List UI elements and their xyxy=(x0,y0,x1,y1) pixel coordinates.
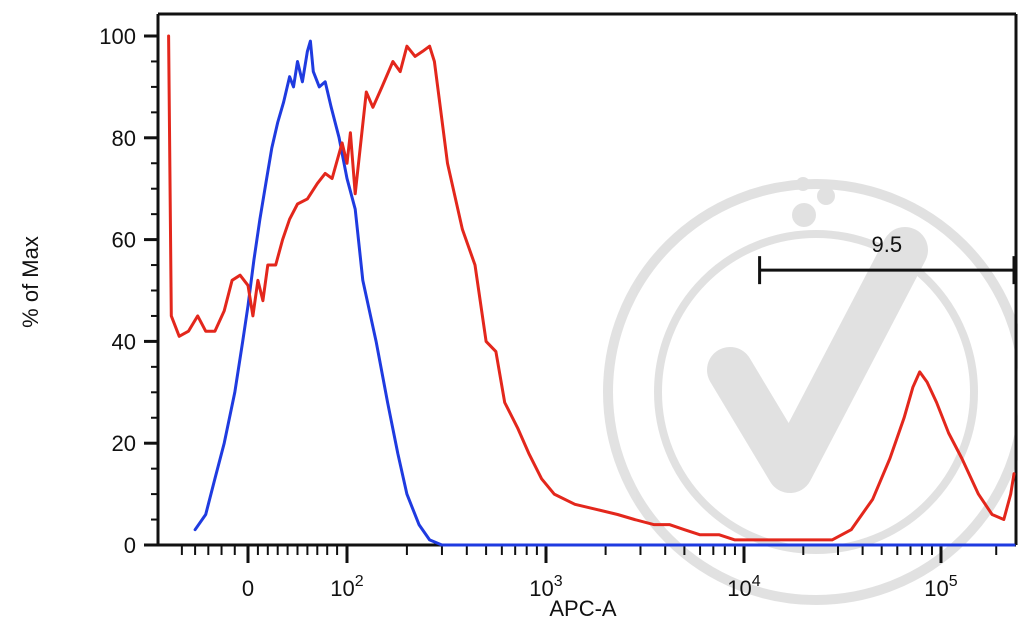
x-tick-label: 105 xyxy=(924,573,957,601)
y-tick-label: 100 xyxy=(99,24,136,49)
gate-label: 9.5 xyxy=(872,232,903,257)
x-axis: 0 102 103 104 105 xyxy=(180,545,998,601)
y-tick-label: 60 xyxy=(112,228,136,253)
watermark-logo xyxy=(603,177,1018,605)
x-axis-title: APC-A xyxy=(549,596,617,621)
y-tick-label: 80 xyxy=(112,126,136,151)
series-layer xyxy=(167,34,1016,547)
y-tick-label: 0 xyxy=(124,533,136,558)
y-tick-label: 20 xyxy=(112,431,136,456)
gate-layer: 9.5 xyxy=(758,232,1016,285)
x-tick-label: 104 xyxy=(727,573,760,601)
x-tick-label: 0 xyxy=(242,576,254,601)
y-axis-title: % of Max xyxy=(18,236,43,328)
y-axis: 0 20 40 60 80 100 xyxy=(99,24,158,558)
x-tick-label: 103 xyxy=(529,573,562,601)
series-line-red xyxy=(167,34,1016,542)
y-tick-label: 40 xyxy=(112,329,136,354)
x-tick-label: 102 xyxy=(330,573,363,601)
